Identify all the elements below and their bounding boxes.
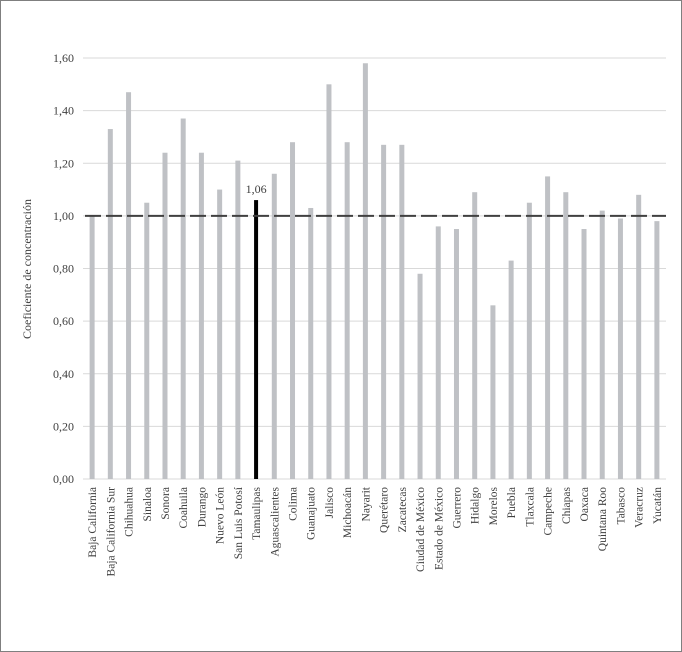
bars <box>89 63 660 480</box>
x-category-label: Baja California <box>87 487 99 558</box>
x-category-label: Oaxaca <box>579 487 591 521</box>
highlight-data-label: 1,06 <box>246 182 267 196</box>
bar <box>198 152 204 479</box>
x-category-label: Querétaro <box>379 487 391 533</box>
x-category-label: Tabasco <box>615 487 627 525</box>
x-category-label: Hidalgo <box>470 487 482 524</box>
bar <box>526 202 532 479</box>
x-category-label: Sonora <box>160 487 172 520</box>
bar <box>344 142 350 479</box>
x-category-label: Yucatán <box>652 487 664 524</box>
bar <box>581 229 587 479</box>
x-category-label: Jalisco <box>324 487 336 519</box>
x-category-label: Quintana Roo <box>597 487 609 551</box>
x-category-label: Nayarit <box>360 486 372 521</box>
bar <box>381 144 387 480</box>
y-tick-label: 0,40 <box>53 367 74 381</box>
x-category-label: Puebla <box>506 487 518 518</box>
bar <box>490 305 496 479</box>
y-tick-label: 1,40 <box>53 104 74 118</box>
bar <box>435 226 441 479</box>
y-tick-label: 1,60 <box>53 51 74 65</box>
bar <box>636 194 642 479</box>
x-category-label: Zacatecas <box>397 486 409 532</box>
y-tick-labels: 0,00 0,20 0,40 0,60 0,80 1,00 1,20 1,40 1,60 <box>53 51 74 486</box>
x-category-label: Guanajuato <box>306 487 318 540</box>
gridlines <box>83 57 666 480</box>
y-tick-label: 0,60 <box>53 314 74 328</box>
x-category-label: Guerrero <box>451 487 463 529</box>
x-category-labels: Baja California Baja California Sur Chihua… <box>87 486 664 576</box>
bar <box>308 207 314 479</box>
y-tick-label: 0,20 <box>53 419 74 433</box>
bar <box>472 192 478 479</box>
x-category-label: Colima <box>288 487 300 521</box>
x-category-label: Ciudad de México <box>415 487 427 572</box>
y-tick-label: 0,80 <box>53 262 74 276</box>
bar <box>107 129 113 479</box>
bar <box>599 210 605 480</box>
x-category-label: Campeche <box>543 487 555 536</box>
x-category-label: Coahuila <box>178 487 190 529</box>
bar <box>545 176 551 479</box>
bar <box>89 215 95 479</box>
bar <box>362 63 368 479</box>
x-category-label: Michoacán <box>342 487 354 538</box>
bar <box>162 152 168 479</box>
bar-highlighted <box>254 200 259 479</box>
x-category-label: San Luis Potosí <box>233 486 245 559</box>
bar <box>235 160 241 479</box>
x-category-label: Durango <box>196 487 208 527</box>
bar <box>290 142 296 479</box>
x-category-label: Sinaloa <box>142 487 154 522</box>
bar <box>453 229 459 479</box>
y-tick-label: 0,00 <box>53 472 74 486</box>
bar <box>217 189 223 479</box>
x-category-label: Nuevo León <box>215 487 227 544</box>
x-category-label: Morelos <box>488 486 500 525</box>
x-category-label: Chiapas <box>561 486 573 524</box>
y-axis-title: Coeficiente de concentración <box>20 199 34 339</box>
x-category-label: Estado de México <box>433 487 445 570</box>
x-category-label: Tamaulipas <box>251 486 263 539</box>
x-category-label: Chihuahua <box>124 487 136 537</box>
x-category-label: Aguascalientes <box>269 486 281 556</box>
bar <box>654 221 660 479</box>
x-category-label: Tlaxcala <box>524 487 536 527</box>
bar <box>617 218 623 479</box>
bar <box>508 260 514 479</box>
bar <box>326 84 332 479</box>
y-tick-label: 1,00 <box>53 209 74 223</box>
bar <box>399 144 405 480</box>
bar <box>417 273 423 479</box>
bar <box>144 202 150 479</box>
x-category-label: Veracruz <box>634 487 646 528</box>
bar <box>563 192 569 479</box>
bar <box>271 173 277 479</box>
bar <box>180 118 186 480</box>
y-tick-label: 1,20 <box>53 156 74 170</box>
bar <box>126 92 132 480</box>
x-category-label: Baja California Sur <box>105 487 117 577</box>
